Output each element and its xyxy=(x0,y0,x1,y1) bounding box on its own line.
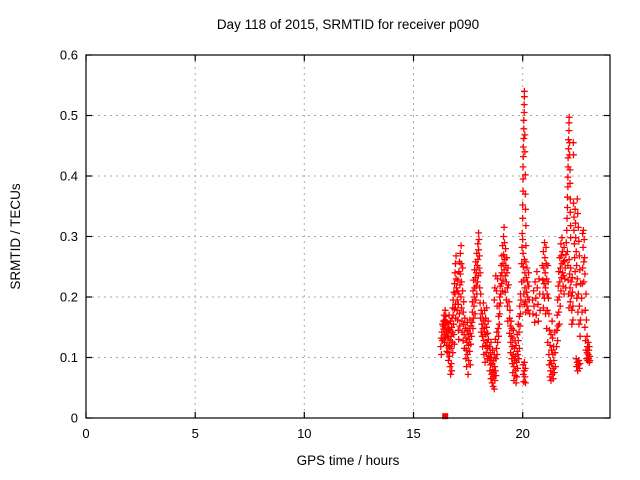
data-point-square-marker xyxy=(442,413,449,420)
y-tick-label: 0.4 xyxy=(60,169,78,184)
x-tick-label: 0 xyxy=(82,426,89,441)
x-tick-label: 15 xyxy=(406,426,420,441)
x-tick-label: 5 xyxy=(192,426,199,441)
y-tick-label: 0.1 xyxy=(60,350,78,365)
data-points-plus-markers xyxy=(437,87,594,393)
x-tick-label: 20 xyxy=(515,426,529,441)
y-tick-label: 0.5 xyxy=(60,108,78,123)
x-axis-label: GPS time / hours xyxy=(296,453,400,468)
y-tick-label: 0.2 xyxy=(60,290,78,305)
x-tick-label: 10 xyxy=(297,426,311,441)
y-tick-label: 0.3 xyxy=(60,229,78,244)
y-tick-label: 0 xyxy=(71,411,78,426)
chart-title: Day 118 of 2015, SRMTID for receiver p09… xyxy=(216,17,480,32)
y-tick-label: 0.6 xyxy=(60,48,78,63)
